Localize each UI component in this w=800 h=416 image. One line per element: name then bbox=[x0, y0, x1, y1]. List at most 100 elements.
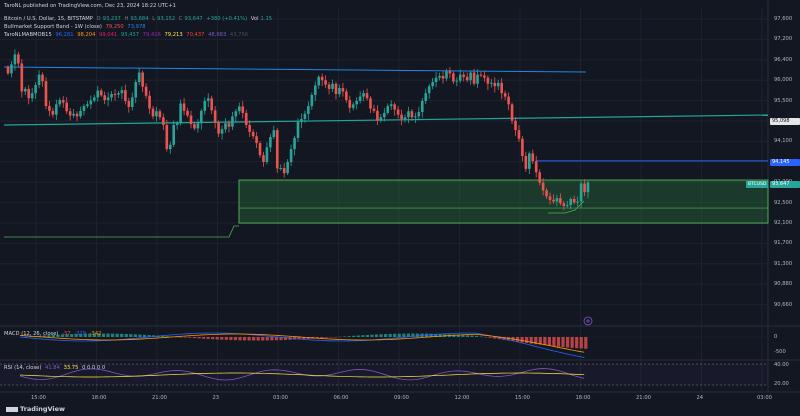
ma-legend[interactable]: TaroNLMABMOB15 96,281 98,204 99,041 93,4… bbox=[4, 32, 250, 38]
rsi-ma-line bbox=[19, 372, 585, 378]
macd-histogram-bar bbox=[475, 335, 479, 337]
candle bbox=[538, 172, 541, 183]
macd-histogram-bar bbox=[197, 337, 201, 339]
macd-histogram-bar bbox=[343, 336, 347, 337]
macd-histogram-bar bbox=[297, 337, 301, 340]
macd-value-3: -342 bbox=[89, 331, 102, 337]
rsi-tick: 40.00 bbox=[774, 362, 789, 368]
candle bbox=[296, 121, 300, 138]
time-tick: 21:00 bbox=[636, 395, 651, 401]
price-tick: 91,700 bbox=[774, 240, 793, 247]
macd-histogram-bar bbox=[365, 334, 369, 337]
macd-histogram-bar bbox=[484, 337, 488, 338]
price-tick: 92,100 bbox=[774, 220, 793, 226]
macd-histogram-bar bbox=[479, 336, 483, 338]
horizontal-line-price-label: 94,145 bbox=[770, 159, 800, 166]
candle bbox=[379, 117, 383, 121]
macd-histogram-bar bbox=[106, 333, 110, 337]
candle bbox=[583, 183, 586, 193]
zone-lower-line bbox=[4, 225, 239, 238]
macd-histogram-bar bbox=[161, 335, 165, 337]
rsi-legend[interactable]: RSI (14, close) 41.84 33.75 0 0 0 0 0 bbox=[4, 365, 107, 371]
candle bbox=[196, 123, 200, 129]
candle bbox=[51, 110, 55, 115]
candle bbox=[307, 106, 310, 114]
macd-histogram-bar bbox=[352, 335, 356, 337]
macd-histogram-bar bbox=[147, 335, 151, 337]
candle bbox=[148, 95, 151, 109]
price-tick: 90,880 bbox=[774, 281, 793, 288]
macd-histogram-bar bbox=[138, 334, 142, 337]
macd-histogram-bar bbox=[229, 337, 233, 341]
candle bbox=[572, 198, 576, 203]
candle bbox=[548, 196, 552, 200]
candle bbox=[303, 113, 307, 119]
time-tick: 18:00 bbox=[91, 395, 107, 401]
macd-histogram-bar bbox=[584, 337, 588, 349]
macd-histogram-bar bbox=[534, 337, 538, 345]
macd-histogram-bar bbox=[233, 337, 238, 341]
candle bbox=[310, 94, 314, 107]
macd-histogram-bar bbox=[575, 337, 579, 349]
candle bbox=[424, 93, 428, 101]
macd-histogram-bar bbox=[556, 337, 561, 347]
macd-histogram-bar bbox=[520, 337, 524, 343]
macd-histogram-bar bbox=[384, 334, 388, 337]
macd-histogram-bar bbox=[83, 333, 87, 337]
macd-histogram-bar bbox=[202, 337, 206, 339]
candle bbox=[72, 113, 75, 116]
macd-histogram-bar bbox=[111, 333, 115, 337]
macd-histogram-bar bbox=[252, 337, 256, 341]
macd-histogram-bar bbox=[302, 337, 306, 340]
macd-histogram-bar bbox=[129, 334, 133, 337]
macd-histogram-bar bbox=[24, 336, 28, 338]
macd-histogram-bar bbox=[183, 337, 187, 338]
candle bbox=[331, 83, 334, 89]
band-legend[interactable]: Bullmarket Support Band - 1W (close) 79,… bbox=[4, 24, 148, 30]
macd-histogram-bar bbox=[79, 333, 83, 337]
candle bbox=[251, 131, 255, 137]
rsi-line bbox=[19, 368, 585, 381]
macd-histogram-bar bbox=[142, 334, 147, 337]
macd-histogram-bar bbox=[579, 337, 583, 349]
candle bbox=[565, 205, 569, 207]
candle bbox=[569, 198, 573, 206]
candle bbox=[241, 106, 245, 113]
candle bbox=[103, 95, 106, 101]
candle bbox=[469, 72, 472, 81]
macd-histogram-bar bbox=[402, 333, 406, 337]
price-tick: 96,400 bbox=[774, 56, 793, 63]
candle bbox=[372, 108, 376, 111]
macd-histogram-bar bbox=[42, 335, 46, 337]
candle bbox=[144, 86, 148, 96]
symbol-legend[interactable]: Bitcoin / U.S. Dollar, 15, BITSTAMP O 93,… bbox=[4, 16, 273, 22]
candle bbox=[272, 130, 276, 138]
macd-histogram-bar bbox=[97, 333, 101, 337]
price-tick: 97,200 bbox=[774, 36, 793, 43]
candle bbox=[465, 76, 469, 81]
volume-value: 1.15 bbox=[260, 16, 273, 22]
macd-value-2: -379 bbox=[74, 331, 86, 337]
candle bbox=[6, 66, 10, 74]
candle bbox=[496, 82, 500, 87]
add-indicator-icon bbox=[583, 316, 593, 326]
macd-histogram-bar bbox=[174, 336, 178, 338]
candle bbox=[410, 111, 414, 118]
price-tick: 91,300 bbox=[774, 260, 793, 267]
macd-legend[interactable]: MACD (12, 26, close) -37 -379 -342 bbox=[4, 331, 103, 337]
candle bbox=[10, 64, 13, 74]
candle bbox=[186, 110, 189, 116]
candle bbox=[30, 93, 34, 99]
macd-histogram-bar bbox=[333, 337, 338, 338]
candle bbox=[61, 100, 65, 103]
time-tick: 03:00 bbox=[273, 395, 288, 401]
candle bbox=[476, 74, 479, 84]
candle bbox=[493, 82, 497, 87]
time-tick: 24 bbox=[696, 395, 704, 401]
candle bbox=[172, 124, 176, 145]
candle bbox=[462, 74, 466, 77]
candle bbox=[528, 153, 531, 169]
candle bbox=[117, 93, 120, 95]
candle bbox=[220, 129, 224, 134]
